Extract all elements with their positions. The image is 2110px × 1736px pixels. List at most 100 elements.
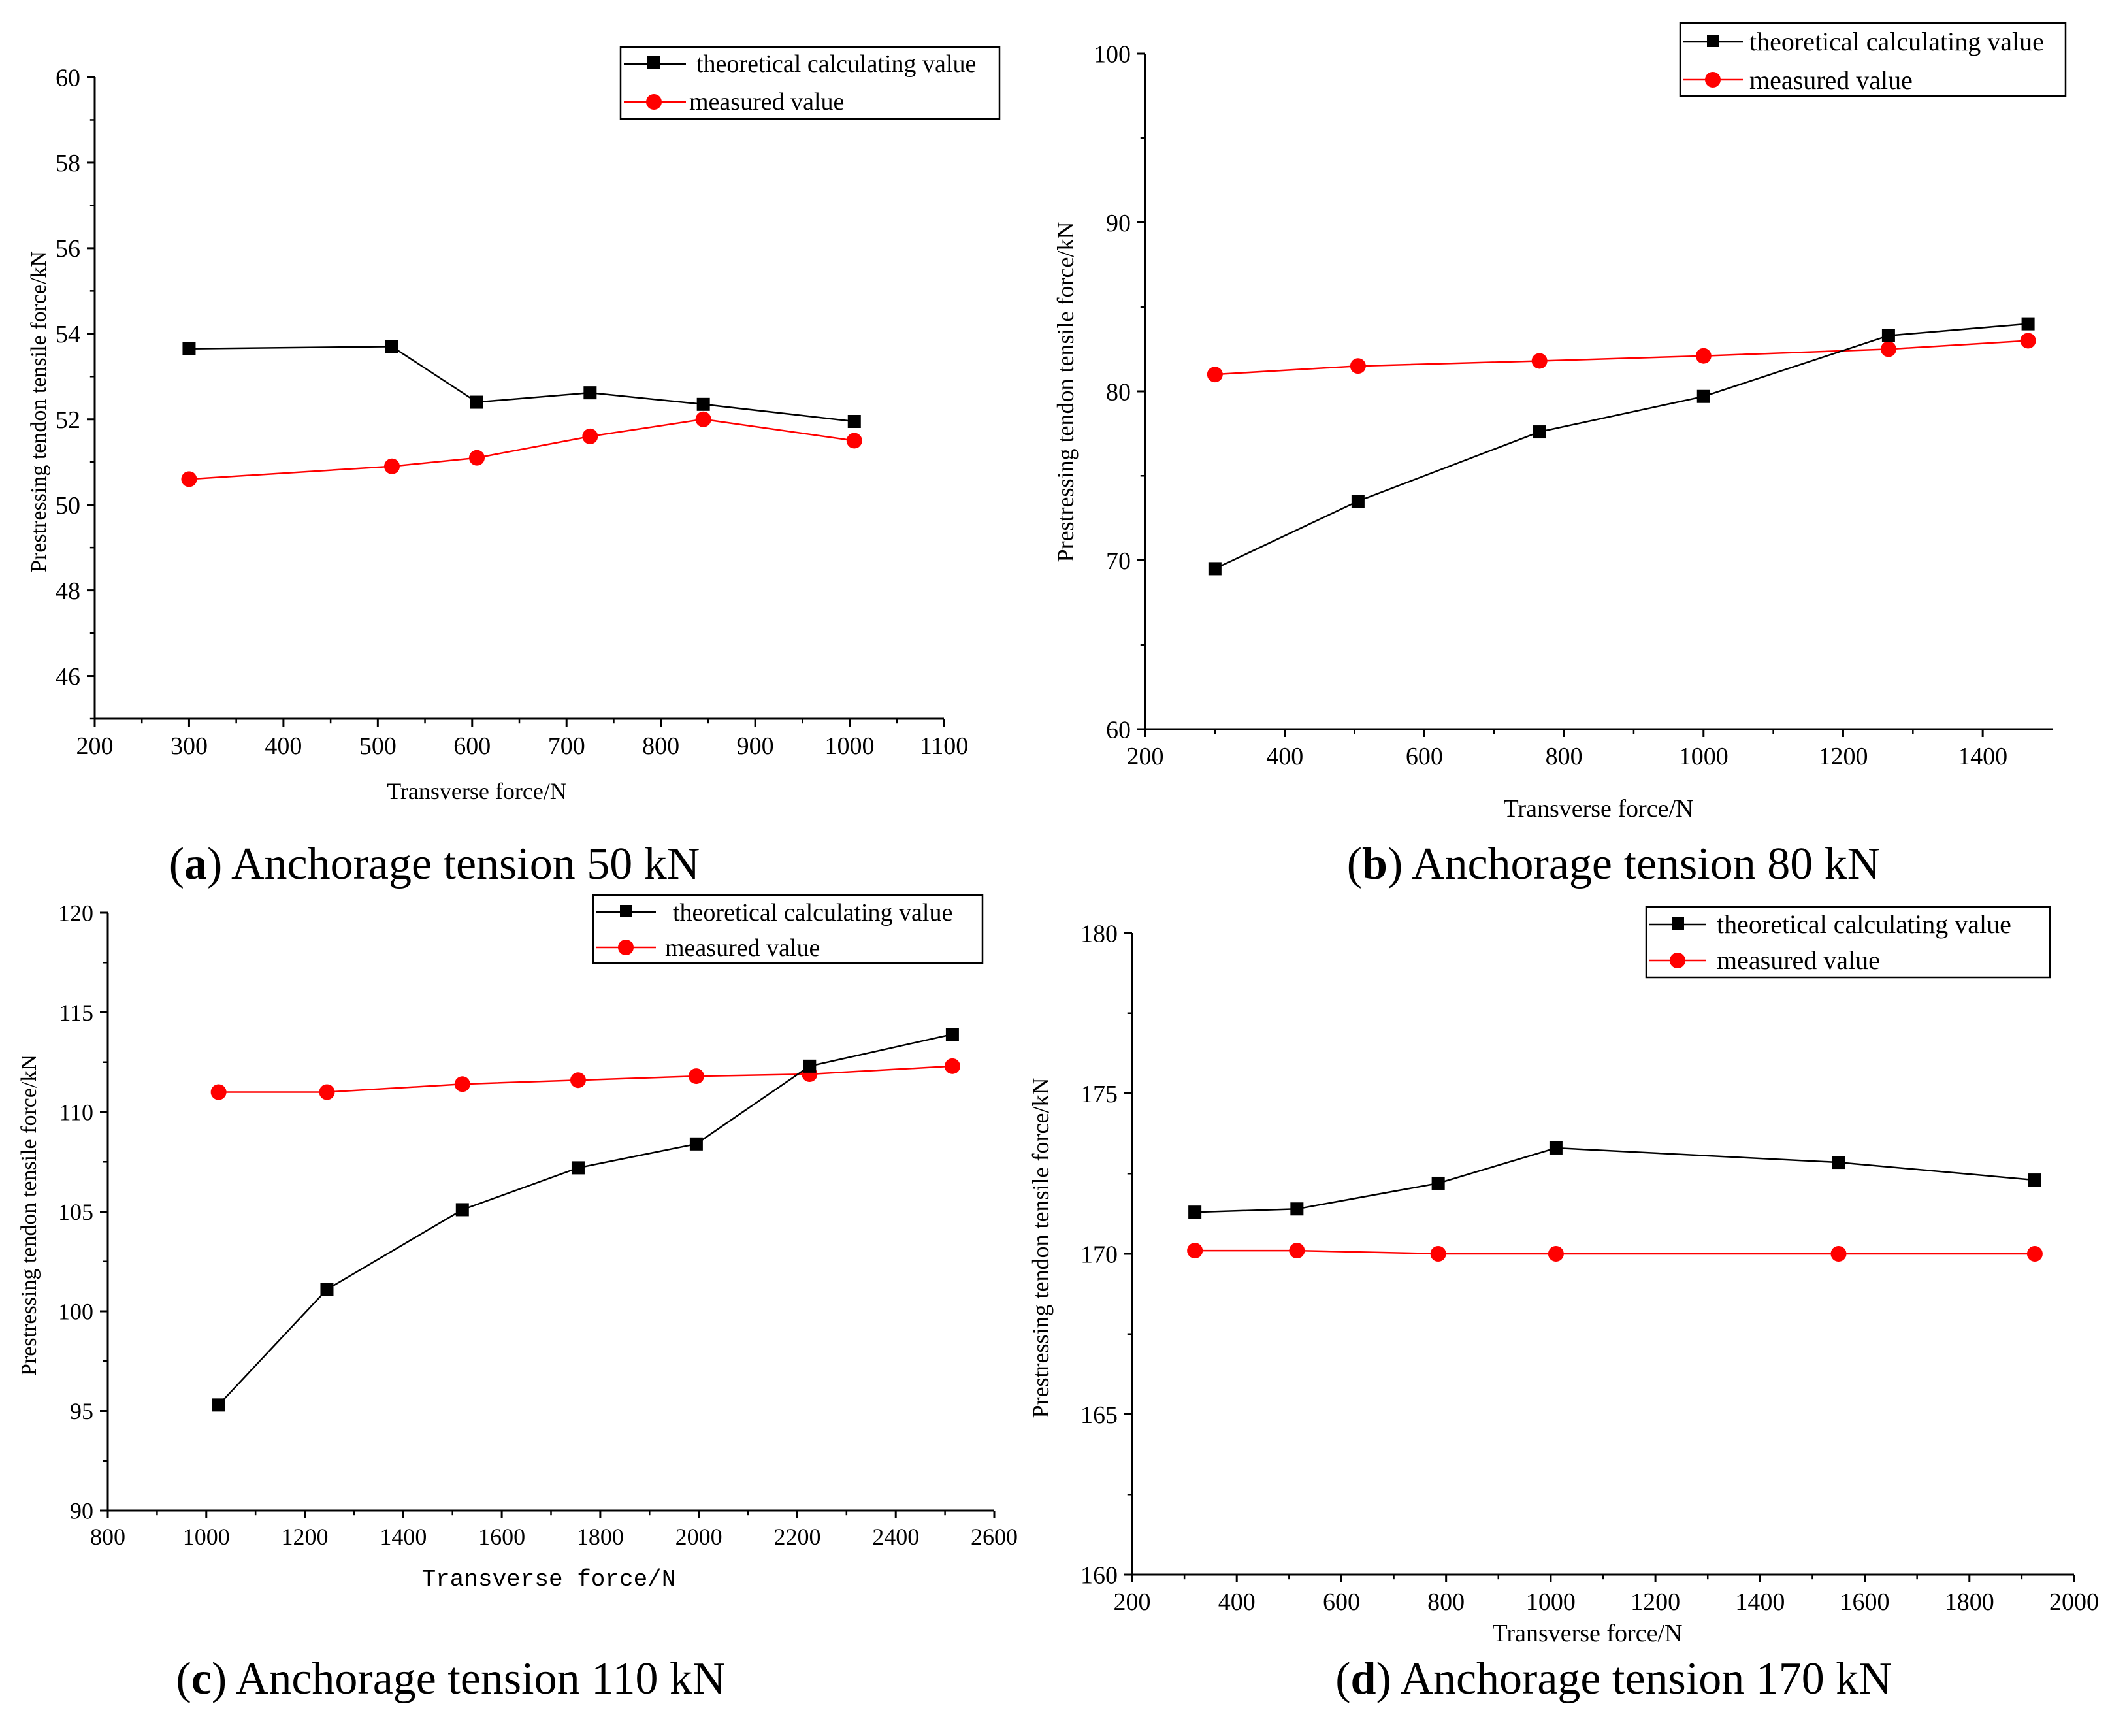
- y-tick-label-c: 100: [58, 1299, 93, 1325]
- legend-label-theoretical-a: theoretical calculating value: [696, 50, 976, 78]
- y-tick-label-d: 165: [1080, 1401, 1118, 1429]
- series-line-theoretical-b: [1214, 323, 2028, 570]
- data-point-measured-a: [469, 450, 485, 466]
- x-tick-label-c: 2600: [971, 1524, 1018, 1550]
- x-tick-label-a: 800: [642, 732, 679, 760]
- x-tick-label-a: 500: [359, 732, 397, 760]
- x-tick-label-a: 700: [548, 732, 585, 760]
- x-tick-label-d: 1800: [1945, 1588, 1994, 1616]
- x-tick-label-b: 1000: [1679, 743, 1729, 770]
- y-tick-label-a: 56: [56, 235, 80, 263]
- data-point-theoretical-b: [1696, 389, 1710, 403]
- data-point-measured-c: [688, 1068, 704, 1085]
- x-tick-label-d: 1400: [1735, 1588, 1785, 1616]
- data-point-measured-b: [1695, 348, 1712, 364]
- plot-area-b: 200 400 600 800 1000 1200 1400 60 70 80 90 100: [1094, 41, 2053, 770]
- data-point-theoretical-b: [1351, 495, 1365, 508]
- data-point-theoretical-d: [2028, 1173, 2041, 1187]
- caption-letter-b: b: [1362, 839, 1388, 889]
- legend-b: theoretical calculating value measured v…: [1679, 22, 2067, 97]
- legend-a: theoretical calculating value measured v…: [619, 46, 1001, 120]
- plot-area-a: 200 300 400 500 600 700 800 900 1000 1100 46 48 50 52…: [56, 64, 968, 760]
- legend-box-c: [592, 894, 984, 964]
- data-point-measured-d: [1430, 1246, 1446, 1262]
- caption-c: (c) Anchorage tension 110 kN: [176, 1654, 725, 1704]
- x-tick-label-c: 2000: [675, 1524, 722, 1550]
- x-tick-label-c: 800: [90, 1524, 125, 1550]
- y-axis-label-b: Prestressing tendon tensile force/kN: [1052, 222, 1079, 563]
- legend-label-measured-a: measured value: [689, 88, 844, 116]
- data-point-theoretical-d: [1549, 1141, 1563, 1155]
- x-tick-label-c: 1400: [380, 1524, 427, 1550]
- data-point-theoretical-a: [847, 415, 861, 429]
- y-axis-label-d: Prestressing tendon tensile force/kN: [1028, 1078, 1054, 1418]
- x-tick-label-d: 400: [1218, 1588, 1256, 1616]
- data-point-theoretical-d: [1832, 1156, 1845, 1170]
- legend-marker-theoretical-d: [1672, 917, 1684, 930]
- data-point-measured-b: [1531, 353, 1548, 369]
- caption-open-paren-d: (: [1335, 1654, 1350, 1704]
- y-tick-label-a: 46: [56, 663, 80, 691]
- data-point-measured-b: [2020, 333, 2036, 349]
- x-tick-label-c: 2400: [872, 1524, 919, 1550]
- x-axis-label-b: Transverse force/N: [1504, 795, 1694, 823]
- data-point-theoretical-d: [1188, 1205, 1202, 1219]
- data-point-measured-d: [2026, 1246, 2043, 1262]
- data-point-theoretical-a: [696, 397, 710, 411]
- legend-marker-theoretical-c: [620, 905, 632, 917]
- x-tick-label-c: 1200: [282, 1524, 329, 1550]
- data-point-theoretical-c: [689, 1137, 703, 1151]
- y-tick-label-d: 160: [1080, 1562, 1118, 1589]
- legend-marker-theoretical-a: [647, 56, 660, 69]
- data-point-theoretical-d: [1290, 1202, 1304, 1216]
- data-point-measured-d: [1187, 1243, 1203, 1259]
- caption-close-paren-a: ): [207, 839, 231, 889]
- caption-d: (d) Anchorage tension 170 kN: [1335, 1654, 1892, 1704]
- legend-marker-measured-a: [646, 94, 662, 110]
- y-tick-label-a: 48: [56, 578, 80, 605]
- data-point-theoretical-a: [182, 342, 196, 355]
- legend-label-measured-d: measured value: [1717, 945, 1880, 975]
- legend-label-measured-b: measured value: [1749, 65, 1913, 95]
- x-tick-label-b: 1400: [1958, 743, 2007, 770]
- x-tick-label-b: 1200: [1818, 743, 1868, 770]
- x-tick-label-c: 1600: [478, 1524, 525, 1550]
- plot-area-c: 800 1000 1200 1400 1600 1800 2000 2200 2400 2600 9…: [58, 900, 1018, 1550]
- plot-area-d: 200 400 600 800 1000 1200 1400 1600 1800 2000 160 1…: [1080, 920, 2099, 1616]
- y-tick-label-c: 105: [58, 1199, 93, 1225]
- data-point-measured-a: [582, 428, 598, 444]
- x-tick-label-a: 1000: [825, 732, 875, 760]
- x-tick-label-a: 600: [453, 732, 491, 760]
- y-tick-label-d: 180: [1080, 920, 1118, 947]
- y-tick-label-b: 60: [1106, 716, 1131, 744]
- caption-open-paren-a: (: [169, 839, 184, 889]
- data-point-measured-a: [181, 471, 197, 487]
- legend-label-theoretical-b: theoretical calculating value: [1749, 27, 2044, 56]
- caption-letter-a: a: [184, 839, 207, 889]
- data-point-measured-c: [944, 1058, 960, 1074]
- data-point-theoretical-c: [320, 1283, 334, 1296]
- x-tick-label-a: 200: [76, 732, 114, 760]
- legend-d: theoretical calculating value measured v…: [1645, 906, 2051, 979]
- caption-close-paren-c: ): [212, 1654, 236, 1704]
- legend-box-d: [1645, 906, 2051, 979]
- data-point-theoretical-b: [1533, 425, 1546, 439]
- chart-panel-b: 200 400 600 800 1000 1200 1400 60 70 80 90 100 Pres…: [1052, 22, 2067, 889]
- y-tick-label-c: 115: [59, 1000, 93, 1026]
- x-axis-label-c: Transverse force/N: [422, 1566, 676, 1593]
- y-tick-label-d: 170: [1080, 1241, 1118, 1268]
- series-line-measured-a: [189, 418, 854, 480]
- y-axis-label-a: Prestressing tendon tensile force/kN: [27, 251, 51, 572]
- y-tick-label-c: 90: [70, 1498, 93, 1524]
- data-point-theoretical-c: [803, 1059, 817, 1073]
- x-tick-label-d: 200: [1114, 1588, 1151, 1616]
- x-tick-label-c: 1000: [183, 1524, 230, 1550]
- x-tick-label-c: 2200: [773, 1524, 820, 1550]
- data-point-measured-b: [1207, 367, 1223, 383]
- chart-panel-c: 800 1000 1200 1400 1600 1800 2000 2200 2400 2600 9…: [17, 894, 1018, 1704]
- x-tick-label-d: 800: [1427, 1588, 1465, 1616]
- caption-close-paren-b: ): [1388, 839, 1412, 889]
- legend-marker-measured-d: [1670, 953, 1685, 968]
